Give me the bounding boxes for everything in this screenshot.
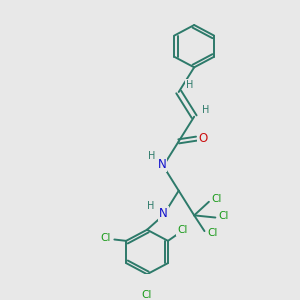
Text: H: H [186,80,194,90]
Text: Cl: Cl [100,233,111,243]
Text: H: H [147,201,155,211]
Text: O: O [198,132,208,145]
Text: H: H [148,151,156,161]
Text: Cl: Cl [142,290,152,300]
Text: Cl: Cl [207,228,218,238]
Text: H: H [202,105,209,115]
Text: Cl: Cl [177,225,187,235]
Text: N: N [159,207,168,220]
Text: Cl: Cl [212,194,222,204]
Text: Cl: Cl [218,211,229,221]
Text: N: N [158,158,166,171]
